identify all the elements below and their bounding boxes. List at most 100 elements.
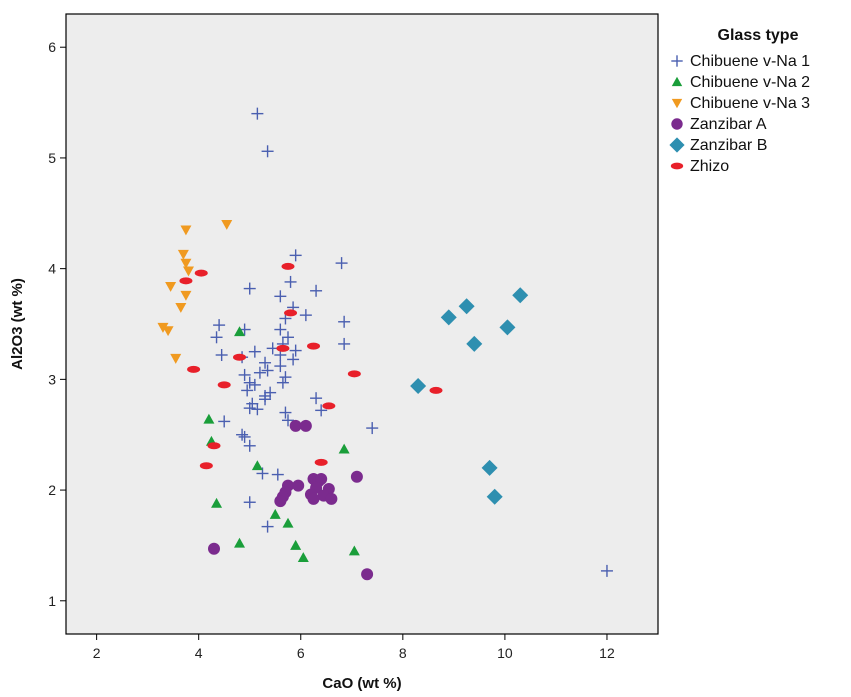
data-point <box>486 488 503 505</box>
data-point <box>348 545 360 556</box>
legend-marker-icon <box>669 137 685 153</box>
y-axis-title: Al2O3 (wt %) <box>9 278 26 370</box>
data-point <box>208 542 220 555</box>
series-zhizo <box>179 262 443 470</box>
data-point <box>281 262 295 270</box>
data-point <box>213 319 226 332</box>
data-point <box>241 384 254 397</box>
x-axis-title: CaO (wt %) <box>322 675 401 692</box>
data-point <box>217 381 231 389</box>
data-point <box>325 492 338 505</box>
legend-marker-icon <box>671 76 683 87</box>
legend-label: Zanzibar B <box>690 137 767 154</box>
data-point <box>274 360 287 373</box>
data-point <box>274 323 287 336</box>
data-point <box>290 539 302 550</box>
data-point <box>251 107 264 120</box>
series-zanzibar-a <box>208 419 374 581</box>
legend-item-chibuene-v-na-3: Chibuene v-Na 3 <box>671 95 810 112</box>
legend-marker-icon <box>670 162 684 170</box>
y-tick-label: 6 <box>48 39 56 55</box>
data-point <box>234 326 246 337</box>
legend-marker-icon <box>671 118 683 130</box>
data-point <box>310 392 323 405</box>
y-tick-label: 5 <box>48 150 56 166</box>
data-point <box>289 344 302 357</box>
data-point <box>243 376 256 389</box>
data-point <box>253 366 266 379</box>
data-point <box>243 282 256 295</box>
data-point <box>314 458 328 466</box>
data-point <box>299 419 312 432</box>
data-point <box>276 344 290 352</box>
data-point <box>276 376 289 389</box>
legend-marker-icon <box>671 98 683 109</box>
x-tick-label: 10 <box>497 645 513 661</box>
data-point <box>157 322 169 333</box>
data-point <box>211 497 223 508</box>
legend-item-zanzibar-a: Zanzibar A <box>671 116 767 133</box>
x-tick-label: 2 <box>93 645 101 661</box>
data-point <box>236 428 249 441</box>
data-point <box>274 495 287 508</box>
data-point <box>279 406 292 419</box>
data-point <box>322 402 336 410</box>
legend-item-chibuene-v-na-1: Chibuene v-Na 1 <box>671 53 810 70</box>
data-point <box>338 443 350 454</box>
y-tick-label: 4 <box>48 261 56 277</box>
legend-item-chibuene-v-na-2: Chibuene v-Na 2 <box>671 74 810 91</box>
data-point <box>338 337 351 350</box>
data-point <box>221 219 233 230</box>
legend-item-zanzibar-b: Zanzibar B <box>669 137 767 154</box>
data-point <box>248 378 261 391</box>
data-point <box>175 302 187 313</box>
x-tick-label: 4 <box>195 645 203 661</box>
x-tick-label: 12 <box>599 645 615 661</box>
data-point <box>218 415 231 428</box>
legend-label: Chibuene v-Na 2 <box>690 74 810 91</box>
data-point <box>248 345 261 358</box>
data-point <box>292 479 305 492</box>
data-points <box>157 107 613 581</box>
legend-label: Chibuene v-Na 1 <box>690 53 810 70</box>
legend-label: Chibuene v-Na 3 <box>690 95 810 112</box>
data-point <box>180 225 192 236</box>
data-point <box>307 342 321 350</box>
data-point <box>282 414 294 427</box>
data-point <box>180 290 192 301</box>
data-point <box>335 257 348 270</box>
data-point <box>243 402 256 415</box>
data-point <box>215 349 228 361</box>
data-point <box>238 430 251 443</box>
data-point <box>234 537 246 548</box>
data-point <box>179 277 193 285</box>
data-point <box>287 353 300 366</box>
data-point <box>440 309 457 326</box>
data-point <box>282 517 294 528</box>
legend-item-zhizo: Zhizo <box>670 158 729 175</box>
data-point <box>180 258 192 269</box>
data-point <box>361 568 374 581</box>
legend-marker-icon <box>671 55 683 67</box>
data-point <box>271 468 284 481</box>
data-point <box>259 393 272 406</box>
series-chibuene-v-na-3 <box>157 219 233 364</box>
data-point <box>243 496 256 509</box>
data-point <box>162 326 174 337</box>
x-tick-label: 6 <box>297 645 305 661</box>
data-point <box>307 492 320 505</box>
data-point <box>187 365 201 373</box>
data-point <box>338 315 351 328</box>
data-point <box>429 386 443 394</box>
legend-items: Chibuene v-Na 1 Chibuene v-Na 2 Chibuene v… <box>669 53 810 175</box>
data-point <box>282 331 294 344</box>
data-point <box>289 249 302 262</box>
data-point <box>315 404 328 417</box>
y-tick-label: 2 <box>48 482 56 498</box>
data-point <box>299 309 312 322</box>
data-point <box>194 269 208 277</box>
y-tick-label: 3 <box>48 371 56 387</box>
